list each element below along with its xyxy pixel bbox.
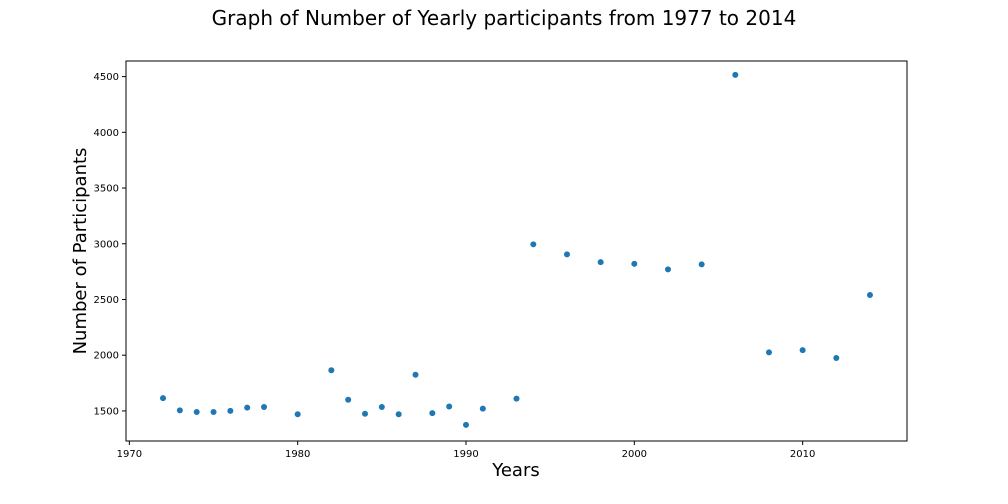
data-point <box>345 396 352 403</box>
y-tick-label: 2000 <box>94 351 119 362</box>
y-tick-label: 3000 <box>94 239 119 250</box>
y-tick-label: 2500 <box>94 295 119 306</box>
data-point <box>362 410 369 417</box>
x-tick-label: 2010 <box>790 449 815 460</box>
data-point <box>294 411 301 418</box>
data-point <box>698 261 705 268</box>
data-point <box>210 409 217 416</box>
y-tick-label: 4000 <box>94 128 119 139</box>
chart-title: Graph of Number of Yearly participants f… <box>212 6 797 30</box>
data-point <box>395 411 402 418</box>
y-tick-label: 1500 <box>94 406 119 417</box>
data-point <box>833 354 840 361</box>
data-point <box>799 347 806 354</box>
data-point <box>463 421 470 428</box>
data-point <box>631 260 638 267</box>
data-point <box>664 266 671 273</box>
x-axis-label: Years <box>491 460 540 481</box>
x-tick-label: 2000 <box>622 449 647 460</box>
data-point <box>378 404 385 411</box>
data-point <box>732 71 739 78</box>
data-point <box>412 371 419 378</box>
data-point <box>563 251 570 258</box>
y-axis-label: Number of Participants <box>70 148 91 355</box>
x-tick-label: 1970 <box>117 449 142 460</box>
y-axis: 1500 2000 2500 3000 3500 4000 4500 <box>94 72 126 417</box>
data-point <box>244 404 251 411</box>
plot-area-frame <box>125 60 908 442</box>
x-tick-label: 1980 <box>285 449 310 460</box>
data-point <box>866 292 873 299</box>
data-point <box>227 407 234 414</box>
y-tick-label: 4500 <box>94 72 119 83</box>
data-point <box>176 407 183 414</box>
data-point <box>765 349 772 356</box>
x-tick-label: 1990 <box>453 449 478 460</box>
x-axis: 1970 1980 1990 2000 2010 <box>117 441 815 460</box>
data-point <box>513 395 520 402</box>
scatter-points <box>160 71 873 428</box>
data-point <box>597 259 604 266</box>
data-point <box>479 405 486 412</box>
data-point <box>261 404 268 411</box>
data-point <box>530 241 537 248</box>
data-point <box>193 409 200 416</box>
y-tick-label: 3500 <box>94 184 119 195</box>
data-point <box>328 367 335 374</box>
data-point <box>160 395 167 402</box>
data-point <box>429 410 436 417</box>
data-point <box>446 403 453 410</box>
